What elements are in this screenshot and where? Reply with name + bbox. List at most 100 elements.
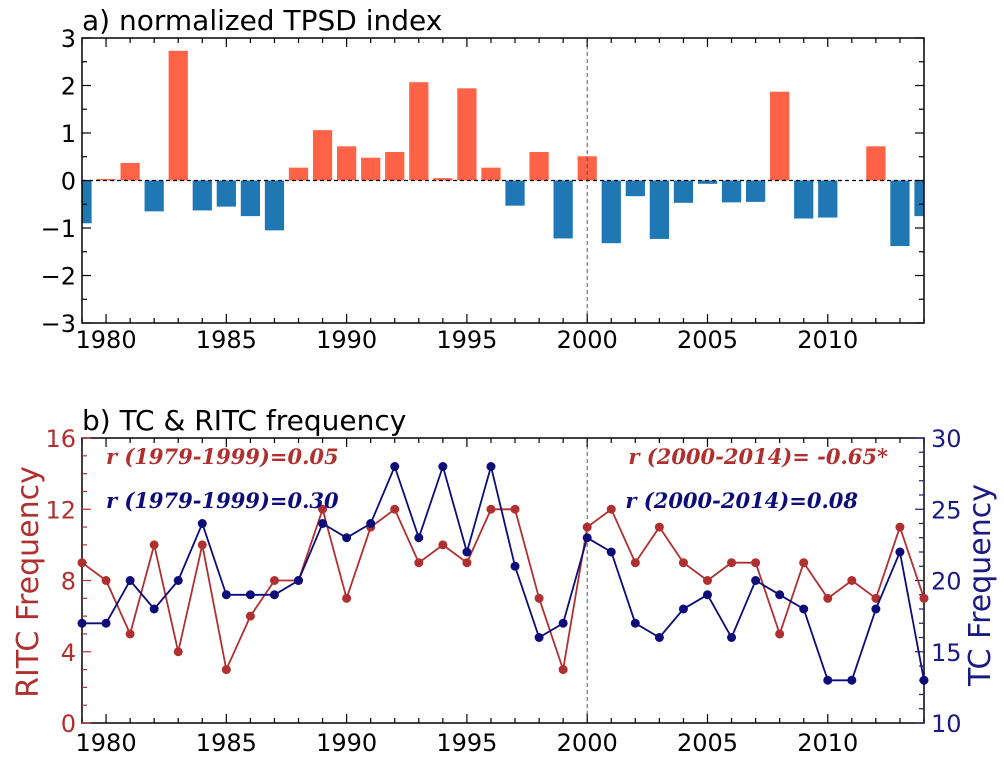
tc-point-1986 — [245, 590, 255, 600]
tc-point-2014 — [919, 675, 929, 685]
ritc-point-1989 — [318, 504, 328, 514]
tc-point-1999 — [558, 618, 568, 628]
annotation-ritc-early: r (1979-1999)=0.05 — [106, 444, 339, 469]
tc-point-1996 — [486, 462, 496, 471]
bar-1990 — [337, 146, 357, 181]
x-tick-label-b-1995: 1995 — [436, 729, 497, 757]
tc-point-2007 — [751, 576, 761, 585]
bar-1995 — [457, 88, 477, 181]
bar-2006 — [721, 180, 742, 203]
bar-1998 — [529, 152, 549, 181]
ritc-point-1985 — [221, 665, 231, 675]
panel-a-axes: 1980 1985 1990 1995 2000 2005 2010 −3 −2 −1 0 1 2 3 — [41, 25, 925, 354]
right-tick-label-10: 10 — [931, 710, 962, 738]
ritc-point-1987 — [269, 576, 279, 585]
left-tick-label-0: 0 — [61, 710, 76, 738]
bar-2005 — [697, 180, 718, 184]
y-tick-label-2: 2 — [61, 73, 76, 101]
bar-1994 — [433, 178, 453, 181]
ritc-point-2008 — [775, 629, 785, 639]
tc-point-2011 — [847, 675, 857, 685]
bar-2013 — [890, 180, 910, 247]
bar-1982 — [144, 180, 164, 212]
x-tick-label-b-2010: 2010 — [797, 729, 858, 757]
tc-point-1979 — [77, 618, 87, 628]
bar-1988 — [288, 167, 309, 181]
bar-2009 — [794, 180, 814, 219]
y-tick-label--1: −1 — [41, 215, 76, 243]
tc-point-2004 — [678, 604, 688, 614]
right-tick-label-20: 20 — [931, 568, 962, 596]
tc-point-2006 — [727, 633, 737, 642]
ritc-line — [81, 506, 925, 673]
bar-2010 — [818, 180, 838, 218]
right-tick-label-30: 30 — [931, 425, 962, 453]
tc-point-1985 — [221, 590, 231, 600]
tc-point-2002 — [630, 618, 640, 628]
bar-1997 — [505, 180, 525, 206]
bar-2004 — [673, 180, 694, 203]
x-tick-label-b-1985: 1985 — [196, 729, 257, 757]
bar-2003 — [649, 180, 669, 239]
ritc-point-1995 — [462, 558, 472, 568]
y-tick-label--2: −2 — [41, 263, 76, 291]
x-tick-label-b-1990: 1990 — [316, 729, 377, 757]
y-tick-label--3: −3 — [41, 310, 76, 338]
ritc-point-1982 — [149, 540, 159, 550]
bar-1986 — [240, 180, 261, 217]
bar-1979 — [82, 180, 92, 224]
bar-2012 — [866, 146, 886, 181]
ritc-point-1998 — [534, 593, 544, 603]
x-tick-label-2010: 2010 — [797, 326, 858, 354]
ritc-point-2000 — [582, 522, 592, 532]
bar-1992 — [385, 152, 405, 181]
left-tick-label-12: 12 — [45, 496, 76, 524]
tc-point-1980 — [101, 618, 111, 628]
right-tick-label-25: 25 — [931, 496, 962, 524]
tc-point-1997 — [510, 561, 520, 571]
right-tick-label-15: 15 — [931, 639, 962, 667]
ritc-point-1981 — [125, 629, 135, 639]
ritc-point-1990 — [342, 593, 352, 603]
x-tick-label-b-2000: 2000 — [557, 729, 618, 757]
left-tick-label-16: 16 — [45, 425, 76, 453]
panel-a-bars — [82, 50, 924, 247]
ritc-point-1980 — [101, 576, 111, 585]
panel-b-lines — [77, 462, 929, 685]
bar-1991 — [361, 157, 381, 181]
tc-point-1987 — [269, 590, 279, 600]
ritc-point-2007 — [751, 558, 761, 568]
bar-2007 — [745, 180, 766, 202]
ritc-point-1999 — [558, 665, 568, 675]
tc-point-1990 — [342, 533, 352, 543]
ritc-point-2005 — [702, 576, 712, 585]
bar-1996 — [481, 167, 501, 181]
tc-point-1998 — [534, 633, 544, 642]
tc-point-2001 — [606, 547, 616, 557]
x-tick-label-2000: 2000 — [557, 326, 618, 354]
panel-b-title: b) TC & RITC frequency — [82, 404, 406, 437]
tc-point-1983 — [173, 576, 183, 585]
tc-point-1988 — [294, 576, 304, 585]
y-tick-label-1: 1 — [61, 120, 76, 148]
panel-b-frequency-chart: b) TC & RITC frequency 1980 1985 1990 1995 2… — [11, 404, 998, 757]
y-tick-label-0: 0 — [61, 168, 76, 196]
ritc-point-1979 — [77, 558, 87, 568]
ritc-point-1986 — [245, 611, 255, 621]
annotation-tc-early: r (1979-1999)=0.30 — [106, 488, 339, 513]
x-tick-label-1985: 1985 — [196, 326, 257, 354]
tc-line — [82, 462, 925, 682]
ritc-point-2013 — [895, 522, 905, 532]
annotation-ritc-late: r (2000-2014)= -0.65* — [628, 444, 888, 469]
tc-point-2012 — [871, 604, 881, 614]
ritc-point-2009 — [799, 558, 809, 568]
panel-b-axes: 1980 1985 1990 1995 2000 2005 2010 0 4 8 12 16 10 15 2… — [45, 425, 961, 757]
ritc-point-1993 — [414, 558, 424, 568]
bar-1999 — [553, 180, 573, 239]
left-axis-label: RITC Frequency — [11, 466, 46, 698]
bar-2002 — [625, 180, 645, 197]
tc-point-2009 — [799, 604, 809, 614]
x-tick-label-1995: 1995 — [436, 326, 497, 354]
bar-2014 — [914, 180, 924, 217]
